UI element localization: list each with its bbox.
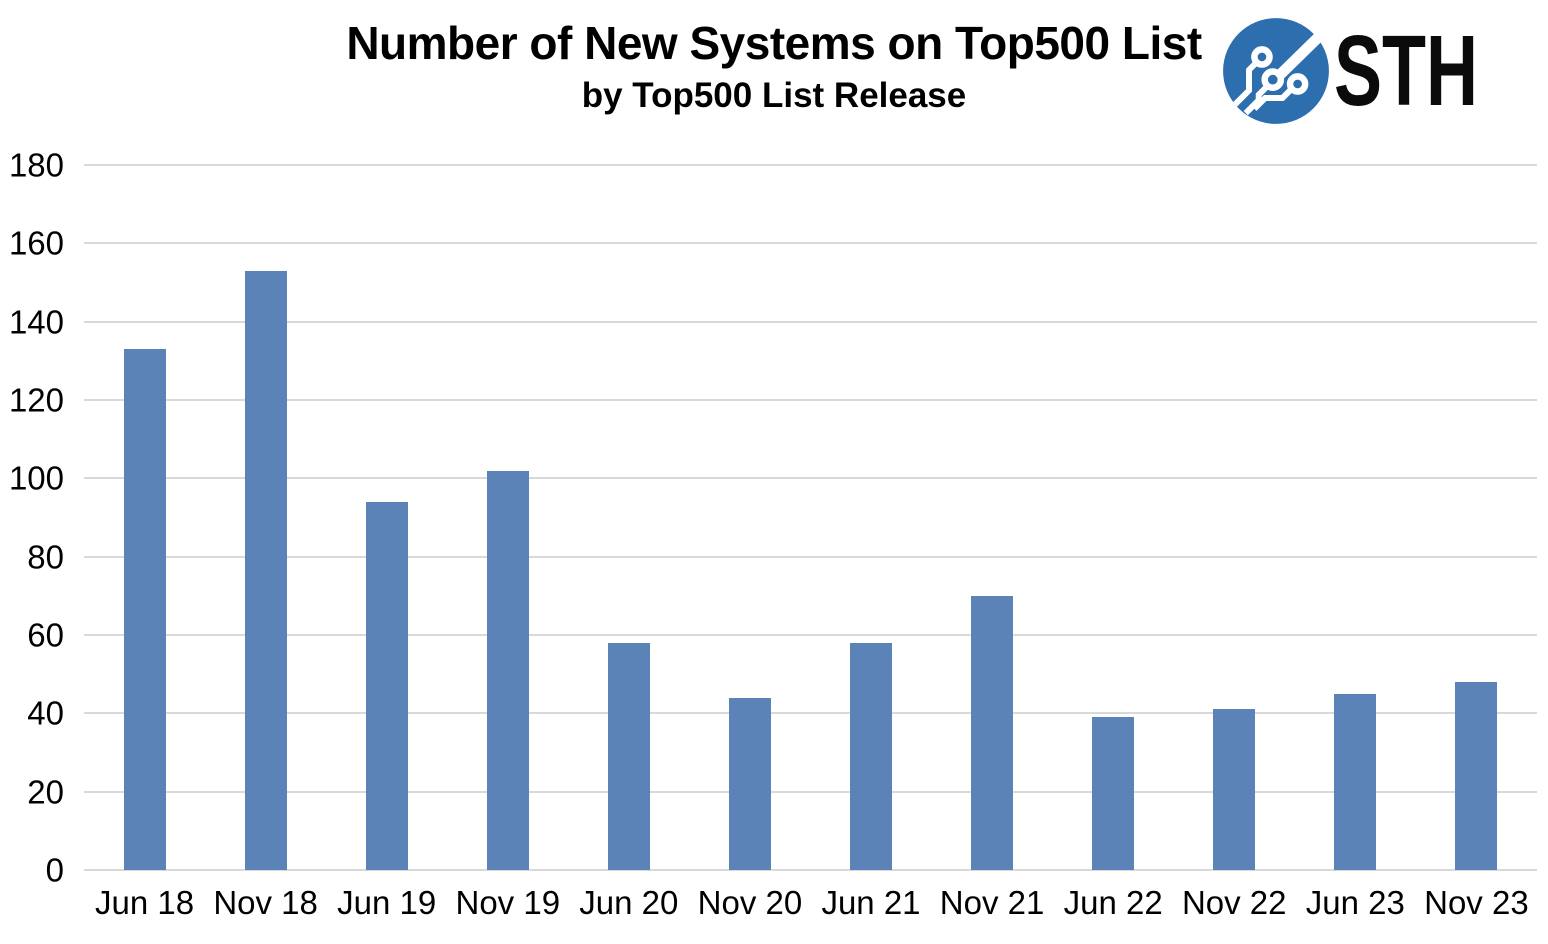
chart-subtitle: by Top500 List Release	[581, 75, 967, 115]
bar-slot	[1295, 165, 1416, 870]
x-axis-tick-label: Nov 22	[1181, 884, 1287, 921]
bar-jun-22	[1092, 717, 1135, 870]
bar-nov-20	[728, 697, 771, 870]
x-axis-tick-label: Nov 21	[939, 884, 1045, 921]
bar-slot	[447, 165, 568, 870]
bar-nov-22	[1213, 709, 1256, 870]
bar-nov-23	[1455, 682, 1498, 870]
bar-slot	[1416, 165, 1537, 870]
y-axis-tick-label: 60	[27, 616, 64, 654]
x-axis-tick-label: Jun 19	[337, 884, 437, 921]
gridline	[84, 399, 1537, 401]
bar-slot	[326, 165, 447, 870]
gridline	[84, 164, 1537, 166]
x-axis-tick-label: Jun 21	[821, 884, 921, 921]
x-axis-tick-label: Jun 20	[579, 884, 679, 921]
bar-slot	[689, 165, 810, 870]
x-axis-tick-label: Nov 20	[697, 884, 803, 921]
gridline	[84, 634, 1537, 636]
x-axis-tick-label: Nov 19	[455, 884, 561, 921]
y-axis-tick-label: 100	[8, 459, 64, 497]
gridline	[84, 242, 1537, 245]
bar-nov-21	[971, 595, 1014, 870]
gridline	[84, 712, 1537, 715]
y-axis-tick-label: 20	[27, 773, 64, 811]
bar-jun-21	[850, 642, 892, 870]
y-axis-tick-label: 160	[8, 224, 64, 262]
sth-logo: STH	[1222, 16, 1534, 126]
bar-slot	[1174, 165, 1295, 870]
bars-container	[84, 165, 1537, 870]
gridline	[84, 869, 1537, 871]
x-axis-labels: Jun 18 Nov 18 Jun 19 Nov 19 Jun 20 Nov 20 Jun …	[84, 886, 1537, 919]
gridline	[84, 790, 1537, 793]
chart-title: Number of New Systems on Top500 List	[346, 17, 1202, 69]
bar-slot	[84, 165, 205, 870]
sth-logo-text: STH	[1334, 15, 1478, 127]
sth-circuit-icon	[1223, 18, 1329, 124]
x-axis-tick-label: Nov 18	[213, 884, 318, 921]
bar-jun-23	[1334, 693, 1377, 870]
bar-slot	[205, 165, 326, 870]
plot-area	[84, 164, 1537, 871]
y-axis-tick-label: 0	[45, 851, 64, 889]
bar-slot	[568, 165, 689, 870]
gridline	[84, 555, 1537, 558]
y-axis-tick-label: 120	[8, 381, 64, 419]
x-axis-tick-label: Jun 23	[1305, 884, 1405, 921]
bar-nov-19	[486, 470, 529, 870]
gridline	[84, 477, 1537, 480]
bar-jun-19	[365, 501, 408, 870]
y-axis-tick-label: 140	[8, 303, 64, 341]
y-axis-tick-label: 40	[27, 694, 64, 732]
bar-slot	[810, 165, 931, 870]
bar-chart: Jun 18 Nov 18 Jun 19 Nov 19 Jun 20 Nov 20 Jun …	[0, 149, 1537, 919]
y-axis-tick-label: 180	[8, 146, 64, 184]
bar-jun-20	[607, 642, 650, 870]
bar-slot	[932, 165, 1053, 870]
x-axis-tick-label: Nov 23	[1424, 884, 1529, 921]
bar-jun-18	[123, 349, 166, 870]
chart-header: Number of New Systems on Top500 List by …	[0, 0, 1548, 115]
y-axis-tick-label: 80	[27, 538, 64, 576]
bar-nov-18	[244, 270, 287, 870]
bar-slot	[1053, 165, 1174, 870]
x-axis-tick-label: Jun 18	[94, 884, 195, 921]
gridline	[84, 320, 1537, 323]
x-axis-tick-label: Jun 22	[1063, 884, 1163, 921]
